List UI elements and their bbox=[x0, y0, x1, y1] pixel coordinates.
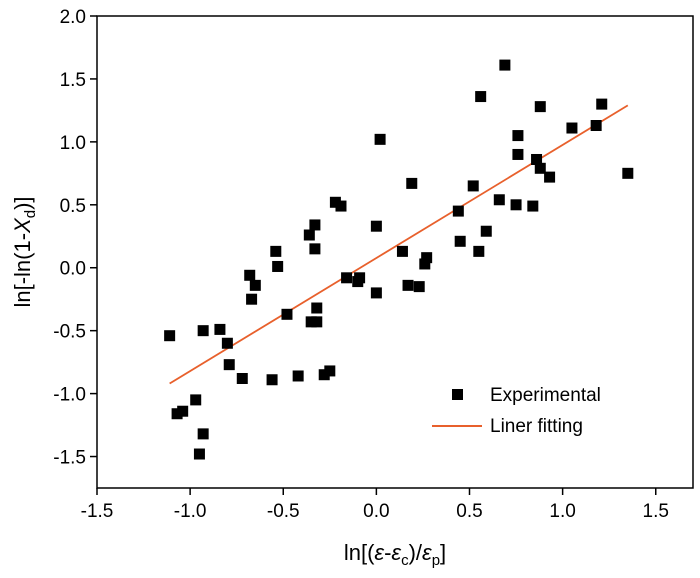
y-tick-label: -1.5 bbox=[53, 448, 86, 469]
data-point bbox=[193, 448, 205, 460]
data-point bbox=[475, 91, 487, 103]
data-point bbox=[421, 252, 433, 264]
data-point bbox=[292, 370, 304, 382]
data-point bbox=[370, 287, 382, 299]
data-point bbox=[512, 130, 524, 142]
data-point bbox=[177, 405, 189, 417]
data-point bbox=[309, 219, 321, 231]
x-tick-labels: -1.5 -1.0 -0.5 0.0 0.5 1.0 1.5 bbox=[81, 501, 669, 522]
data-point bbox=[402, 279, 414, 291]
y-tick-label: 0.5 bbox=[60, 196, 86, 217]
data-point bbox=[311, 302, 323, 314]
y-tick-label: 0.0 bbox=[60, 259, 86, 280]
data-point bbox=[329, 196, 341, 208]
data-point bbox=[246, 293, 258, 305]
x-tick-label: 0.5 bbox=[456, 501, 482, 522]
data-point bbox=[534, 101, 546, 113]
y-tick-label: 1.5 bbox=[60, 70, 86, 91]
data-point bbox=[622, 167, 634, 179]
data-point bbox=[374, 133, 386, 145]
data-point bbox=[197, 428, 209, 440]
data-point bbox=[197, 325, 209, 337]
data-point bbox=[527, 200, 539, 212]
data-point bbox=[164, 330, 176, 342]
data-point bbox=[190, 394, 202, 406]
data-point bbox=[467, 180, 479, 192]
data-point bbox=[396, 245, 408, 257]
x-tick-label: -1.0 bbox=[174, 501, 207, 522]
data-point bbox=[354, 272, 366, 284]
x-tick-label: -0.5 bbox=[267, 501, 300, 522]
data-point bbox=[249, 279, 261, 291]
data-point bbox=[493, 194, 505, 206]
data-point bbox=[214, 323, 226, 335]
data-point bbox=[534, 162, 546, 174]
legend: Experimental Liner fitting bbox=[432, 385, 601, 437]
data-point bbox=[454, 235, 466, 247]
plot-frame bbox=[96, 15, 694, 489]
legend-marker-experimental bbox=[452, 389, 463, 400]
x-ticks bbox=[96, 488, 657, 495]
data-point bbox=[531, 153, 543, 165]
y-tick-label: 1.0 bbox=[60, 133, 86, 154]
data-point bbox=[309, 243, 321, 255]
data-point bbox=[244, 269, 256, 281]
data-point bbox=[406, 177, 418, 189]
data-point bbox=[566, 122, 578, 134]
data-point bbox=[413, 281, 425, 293]
data-point bbox=[335, 200, 347, 212]
data-point bbox=[480, 225, 492, 237]
data-point bbox=[544, 171, 556, 183]
data-point bbox=[324, 365, 336, 377]
data-point bbox=[281, 308, 293, 320]
data-point bbox=[318, 369, 330, 381]
data-point bbox=[266, 374, 278, 386]
data-point bbox=[499, 59, 511, 71]
data-point bbox=[452, 205, 464, 217]
fit-line bbox=[169, 104, 629, 385]
y-axis-title: ln[-ln(1-Xd)] bbox=[10, 196, 39, 307]
data-point bbox=[510, 199, 522, 211]
y-tick-label: -0.5 bbox=[53, 322, 86, 343]
data-point bbox=[221, 337, 233, 349]
y-ticks bbox=[90, 15, 97, 458]
y-tick-label: -1.0 bbox=[53, 385, 86, 406]
data-point bbox=[270, 245, 282, 257]
x-tick-label: 1.5 bbox=[643, 501, 669, 522]
data-point bbox=[171, 408, 183, 420]
data-point bbox=[305, 316, 317, 328]
data-point bbox=[419, 258, 431, 270]
fit-line-group bbox=[169, 104, 629, 385]
data-point bbox=[590, 120, 602, 132]
data-point bbox=[311, 316, 323, 328]
data-point bbox=[370, 220, 382, 232]
data-point bbox=[341, 272, 353, 284]
data-point bbox=[596, 98, 608, 110]
data-point bbox=[473, 245, 485, 257]
data-point bbox=[512, 148, 524, 160]
data-point bbox=[303, 229, 315, 241]
data-point bbox=[223, 359, 235, 371]
legend-label-fitting: Liner fitting bbox=[490, 416, 583, 437]
x-axis-title: ln[(ε-εc)/εp] bbox=[344, 540, 446, 569]
data-point bbox=[272, 260, 284, 272]
x-tick-label: 1.0 bbox=[549, 501, 575, 522]
y-tick-label: 2.0 bbox=[60, 7, 86, 28]
legend-label-experimental: Experimental bbox=[490, 385, 601, 406]
y-tick-labels: -1.5 -1.0 -0.5 0.0 0.5 1.0 1.5 2.0 bbox=[53, 7, 86, 469]
data-points bbox=[164, 59, 634, 460]
x-tick-label: -1.5 bbox=[81, 501, 114, 522]
x-tick-label: 0.0 bbox=[363, 501, 389, 522]
data-point bbox=[236, 372, 248, 384]
